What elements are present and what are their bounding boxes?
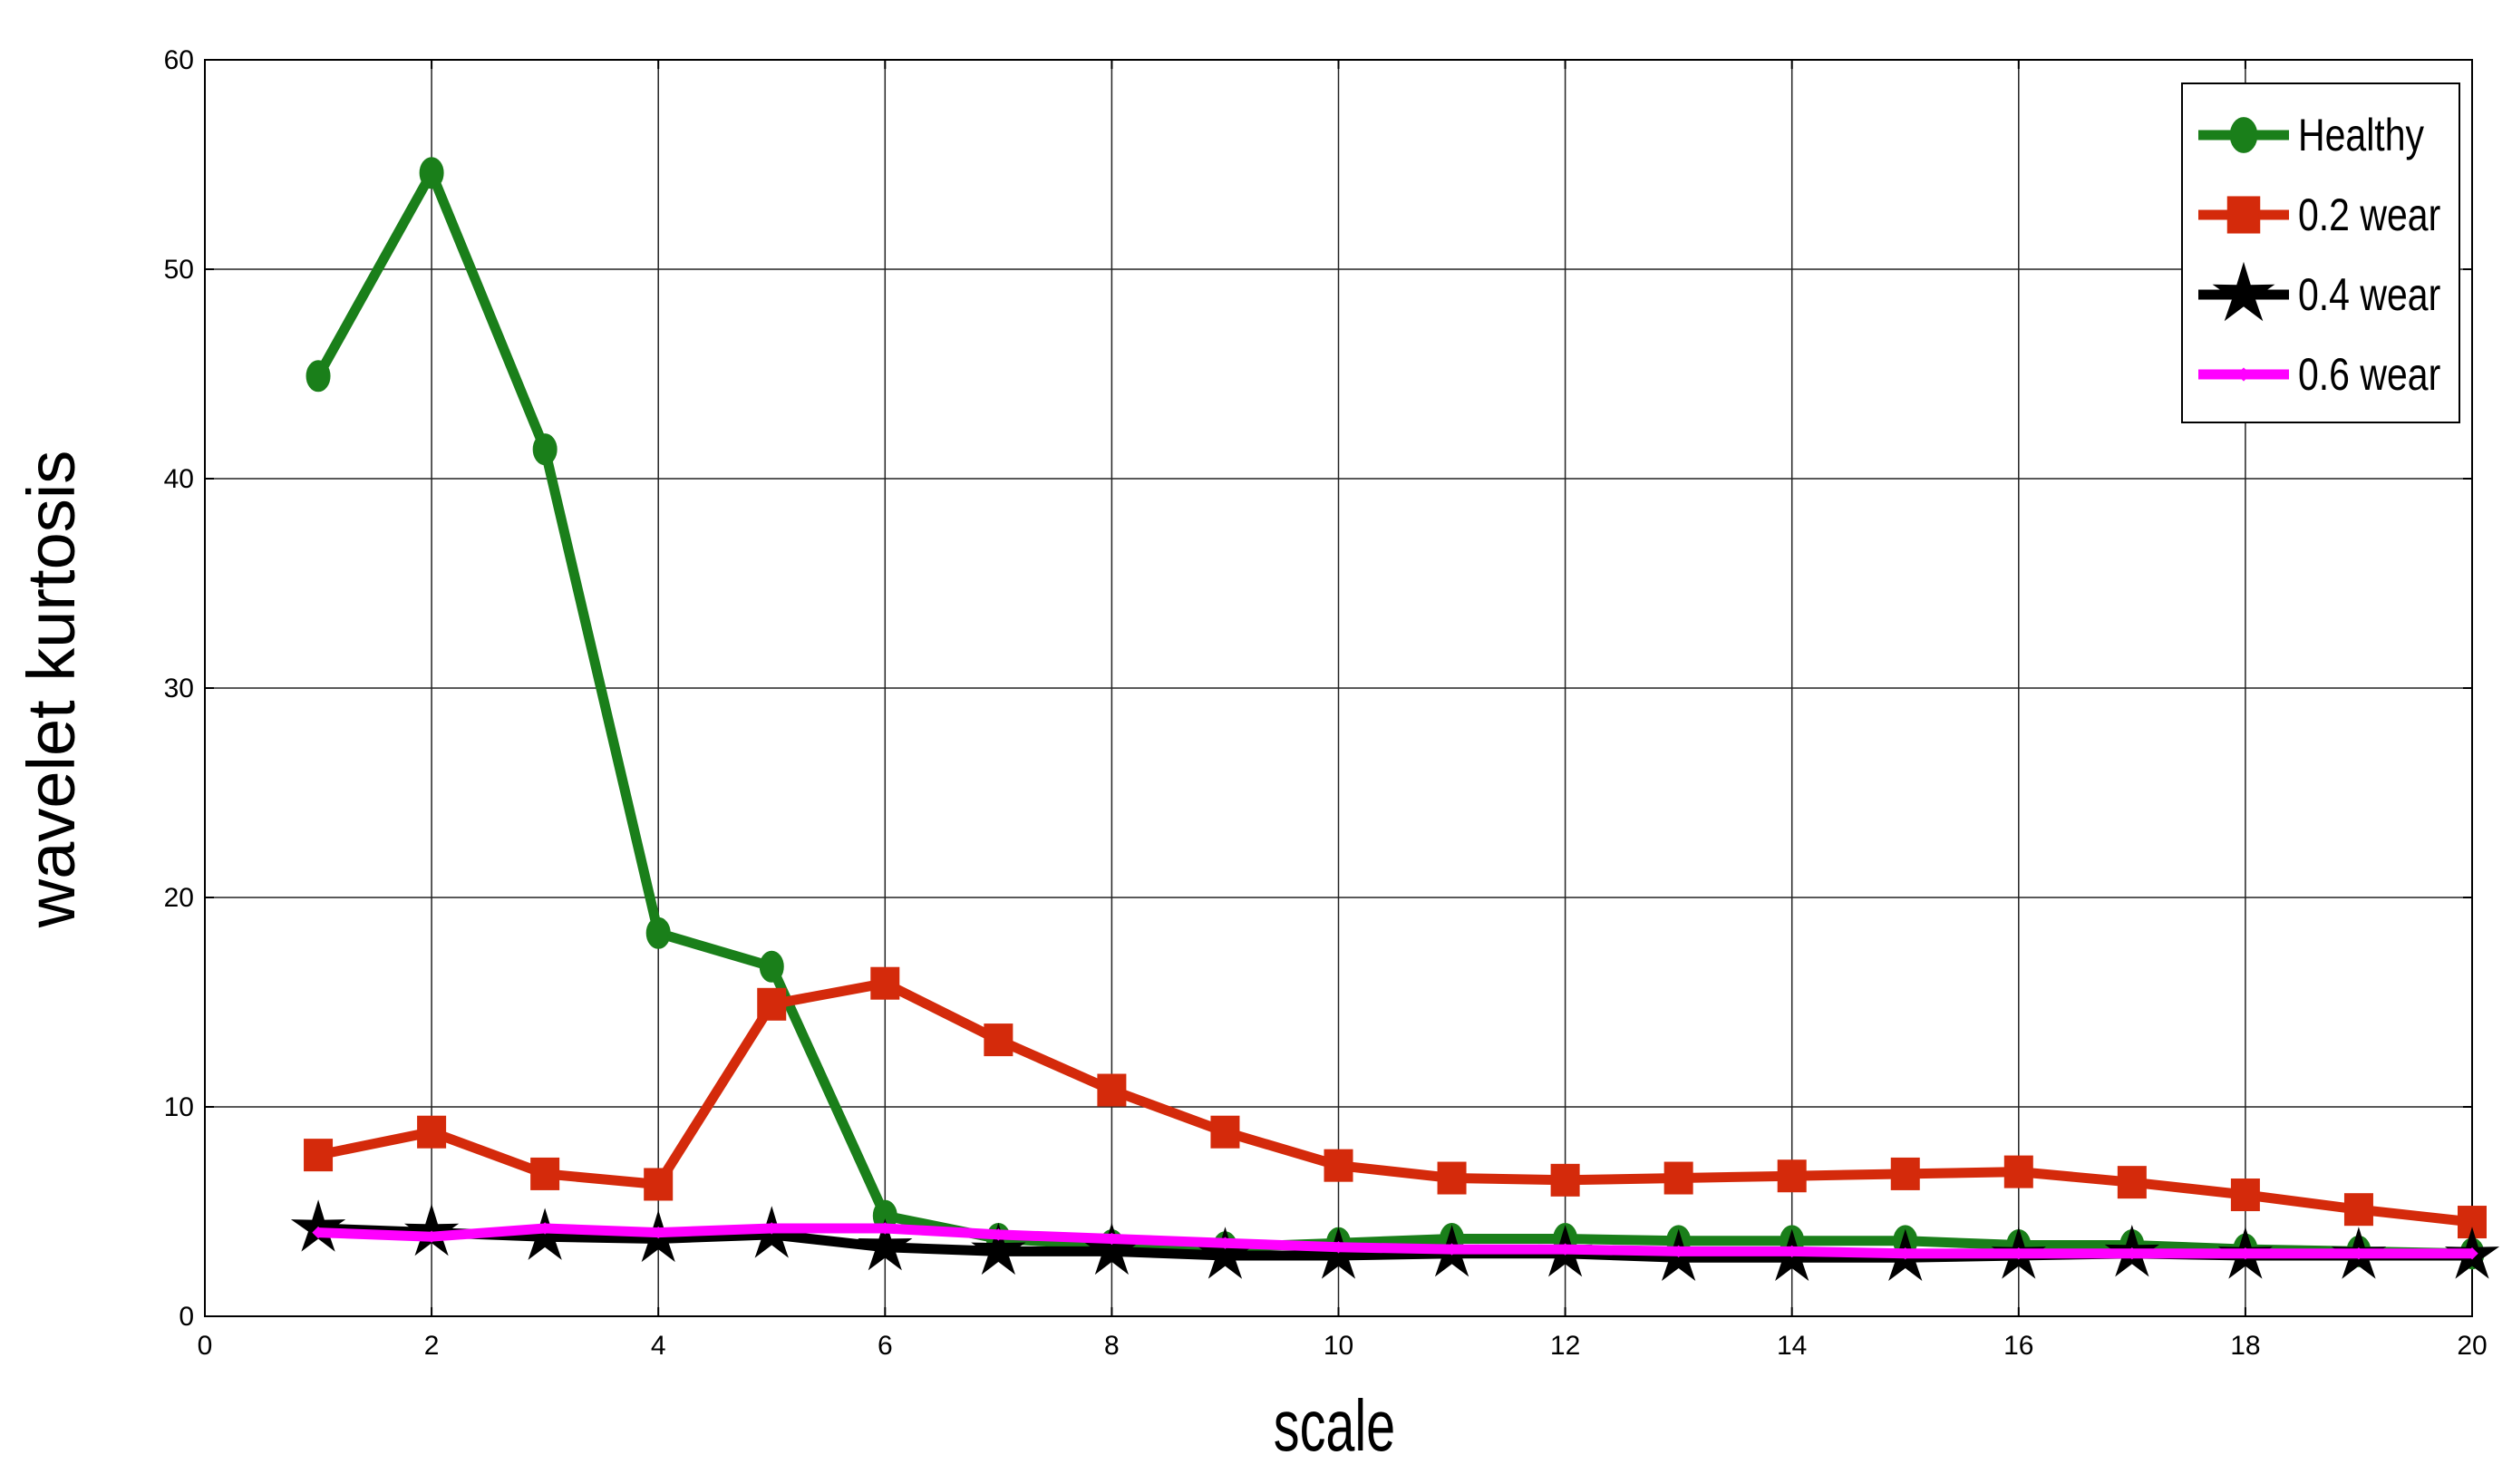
x-tick-label: 2 [424, 1331, 440, 1361]
data-point [304, 1139, 334, 1172]
x-tick-label: 20 [2457, 1331, 2487, 1361]
y-axis-label: wavelet kurtosis [14, 451, 89, 928]
data-point [530, 1157, 560, 1190]
y-tick-label: 10 [164, 1092, 194, 1122]
legend-label: 0.6 wear [2298, 349, 2440, 400]
data-point [2003, 1155, 2033, 1188]
data-point [419, 157, 444, 189]
x-axis-label: scale [1274, 1385, 1395, 1467]
data-point [2013, 1246, 2025, 1260]
legend-marker [2226, 196, 2261, 234]
y-tick-label: 20 [164, 883, 194, 913]
y-axis-ticks: 0 10 20 30 40 50 60 [164, 45, 2472, 1332]
data-point [425, 1230, 438, 1243]
legend-item: 0.2 wear [2198, 189, 2440, 240]
data-point [1550, 1163, 1580, 1197]
series-line [317, 978, 2473, 1227]
data-point [1218, 1237, 1232, 1249]
series-0-2-wear [304, 966, 2487, 1239]
data-point [1890, 1157, 1920, 1190]
data-point [1672, 1245, 1685, 1258]
legend-item: 0.6 wear [2198, 349, 2440, 400]
data-point [2239, 1246, 2252, 1260]
data-point [538, 1222, 551, 1235]
legend-marker [2212, 261, 2275, 322]
data-point [2466, 1246, 2478, 1260]
data-point [1437, 1161, 1467, 1195]
data-point [1558, 1243, 1572, 1256]
y-tick-label: 60 [164, 45, 194, 75]
x-tick-label: 10 [1324, 1331, 1353, 1361]
y-tick-label: 40 [164, 464, 194, 494]
data-point [1899, 1246, 1912, 1260]
series-0-6-wear [312, 1222, 2478, 1260]
x-tick-label: 12 [1550, 1331, 1580, 1361]
data-point [1785, 1245, 1799, 1258]
x-tick-label: 4 [651, 1331, 666, 1361]
data-point [1777, 1159, 1807, 1193]
legend-item: 0.4 wear [2198, 261, 2440, 322]
data-point [312, 1226, 325, 1239]
x-tick-label: 0 [198, 1331, 213, 1361]
data-point [652, 1226, 664, 1239]
y-tick-label: 50 [164, 255, 194, 285]
x-tick-label: 14 [1777, 1331, 1807, 1361]
series-line [317, 1223, 2472, 1259]
legend-label: 0.2 wear [2298, 189, 2440, 240]
data-point [1210, 1115, 1240, 1149]
legend: Healthy 0.2 wear 0.4 wear 0.6 wear [2181, 82, 2460, 423]
series-group [290, 157, 2500, 1281]
x-tick-label: 8 [1104, 1331, 1120, 1361]
data-point [1445, 1243, 1459, 1256]
data-point [765, 1222, 778, 1235]
data-point [1324, 1149, 1353, 1182]
data-point [1097, 1073, 1127, 1107]
legend-marker [2236, 367, 2251, 382]
data-point [1105, 1232, 1119, 1246]
legend-label: 0.4 wear [2298, 269, 2440, 320]
x-tick-label: 18 [2230, 1331, 2260, 1361]
legend-marker [2229, 117, 2258, 153]
data-point [992, 1228, 1005, 1241]
y-tick-label: 30 [164, 674, 194, 703]
data-point [532, 433, 558, 466]
data-point [971, 1222, 1026, 1275]
legend-item: Healthy [2198, 110, 2424, 160]
data-point [759, 950, 784, 983]
x-tick-label: 16 [2003, 1331, 2033, 1361]
x-axis-ticks: 0 2 4 6 8 10 12 14 16 18 20 [198, 60, 2488, 1361]
data-point [644, 1168, 674, 1201]
data-point [2352, 1246, 2365, 1260]
data-point [417, 1115, 447, 1149]
x-tick-label: 6 [878, 1331, 893, 1361]
data-point [878, 1222, 892, 1235]
data-point [2343, 1193, 2373, 1227]
legend-label: Healthy [2298, 110, 2424, 160]
data-point [870, 966, 900, 1000]
data-point [984, 1023, 1014, 1057]
data-point [858, 1218, 913, 1271]
data-point [2117, 1166, 2147, 1199]
data-point [1663, 1161, 1693, 1195]
data-point [2126, 1246, 2139, 1260]
data-point [2230, 1178, 2260, 1212]
data-point [757, 987, 787, 1021]
y-tick-label: 0 [179, 1302, 194, 1332]
data-point [645, 917, 671, 949]
data-point [306, 360, 331, 393]
data-point [1332, 1241, 1345, 1254]
